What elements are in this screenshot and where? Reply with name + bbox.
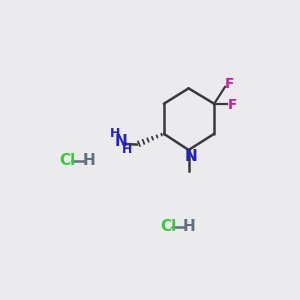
Text: H: H [82, 153, 95, 168]
Text: N: N [184, 149, 197, 164]
Text: N: N [115, 134, 128, 149]
Text: Cl: Cl [59, 153, 76, 168]
Text: H: H [110, 127, 120, 140]
Text: F: F [225, 77, 235, 91]
Text: H: H [183, 220, 196, 235]
Text: F: F [228, 98, 238, 112]
Text: Cl: Cl [160, 220, 176, 235]
Text: H: H [122, 143, 133, 156]
